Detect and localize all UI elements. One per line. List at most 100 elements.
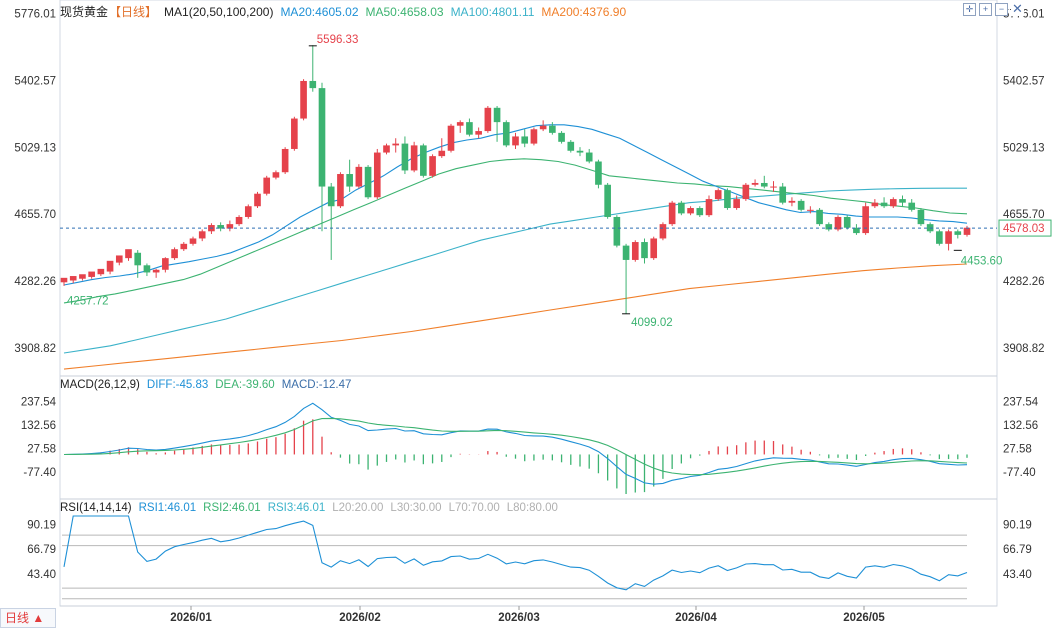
candle-body	[641, 242, 648, 259]
candle-body	[291, 118, 298, 149]
rsi2-value: RSI2:46.01	[203, 502, 261, 514]
candle-body	[502, 122, 510, 146]
candle-body	[410, 145, 418, 171]
ma50-value: MA50:4658.03	[365, 5, 444, 19]
candle-body	[871, 202, 879, 207]
candle-body	[355, 166, 363, 187]
zoom-in-icon[interactable]: +	[979, 3, 992, 16]
candle-body	[484, 107, 492, 132]
y-tick-left: 3908.82	[14, 343, 56, 355]
ma-indicator-name[interactable]: MA1(20,50,100,200)	[164, 5, 274, 19]
macd-y-tick-left: -77.40	[23, 467, 56, 479]
candle-body	[337, 174, 344, 207]
macd-dea-line	[63, 417, 968, 476]
candle-body	[106, 260, 114, 272]
candle-body	[880, 202, 888, 207]
recent-low-annotation: 4453.60	[961, 255, 1003, 267]
candle-body	[180, 243, 188, 250]
y-tick-right: 4282.26	[1003, 276, 1045, 288]
candle-body	[143, 265, 151, 273]
candle-body	[134, 252, 142, 266]
candle-body	[198, 231, 206, 239]
candle-body	[254, 193, 261, 207]
candle-body	[493, 107, 501, 123]
candle-body	[420, 145, 427, 176]
ma20-value: MA20:4605.02	[280, 5, 359, 19]
candle-body	[631, 242, 639, 260]
y-tick-left: 5402.57	[14, 75, 56, 87]
rsi-y-tick-left: 43.40	[27, 569, 56, 581]
ma100-value: MA100:4801.11	[450, 5, 535, 19]
candle-body	[742, 184, 750, 200]
candle-body	[60, 277, 68, 283]
candle-body	[816, 209, 823, 225]
candle-body	[945, 231, 952, 244]
candle-body	[807, 209, 814, 211]
macd-diff-line	[63, 402, 968, 485]
candle-body	[162, 258, 169, 270]
candle-body	[788, 200, 796, 203]
rsi-l30-value: L30:30.00	[390, 502, 442, 514]
candle-body	[604, 184, 611, 217]
rsi-l80-value: L80:80.00	[506, 502, 558, 514]
candle-body	[373, 152, 381, 198]
candle-body	[595, 161, 602, 185]
candle-body	[189, 238, 197, 244]
start-low-annotation: 4257.72	[67, 295, 109, 307]
candle-body	[364, 166, 372, 198]
rsi3-value: RSI3:46.01	[267, 502, 326, 514]
candle-body	[392, 143, 400, 146]
candle-body	[401, 143, 409, 171]
candle-body	[659, 224, 667, 239]
x-tick-label: 2026/02	[339, 612, 381, 624]
chart-toolbar: ✛ + − ✕	[963, 1, 1024, 16]
macd-diff-value: DIFF:-45.83	[146, 379, 209, 391]
candle-body	[115, 255, 123, 263]
rsi-y-tick-left: 66.79	[27, 544, 56, 556]
candle-body	[843, 216, 851, 228]
candle-body	[558, 132, 565, 142]
rsi-indicator-name[interactable]: RSI(14,14,14)	[60, 502, 132, 514]
zoom-out-icon[interactable]: −	[995, 3, 1008, 16]
macd-y-tick-right: 132.56	[1003, 420, 1038, 432]
candle-body	[475, 131, 482, 135]
macd-y-tick-right: 27.58	[1003, 443, 1032, 455]
candle-body	[862, 206, 869, 234]
y-tick-left: 5776.01	[14, 9, 56, 21]
crosshair-icon[interactable]: ✛	[963, 3, 976, 16]
macd-indicator-name[interactable]: MACD(26,12,9)	[60, 379, 140, 391]
candle-body	[576, 150, 584, 153]
candle-body	[244, 206, 252, 217]
candle-body	[678, 202, 685, 214]
macd-y-tick-left: 27.58	[27, 443, 56, 455]
rsi-l70-value: L70:70.00	[448, 502, 500, 514]
y-tick-right: 4655.70	[1003, 209, 1045, 221]
y-tick-right: 3908.82	[1003, 343, 1045, 355]
candle-body	[447, 125, 455, 151]
rsi-y-tick-right: 90.19	[1003, 519, 1032, 531]
candle-body	[539, 125, 547, 130]
macd-header: MACD(26,12,9) DIFF:-45.83 DEA:-39.60 MACD:-…	[60, 379, 358, 391]
rsi-line	[63, 515, 968, 591]
period-tag: 【日线】	[109, 5, 158, 19]
x-tick-label: 2026/04	[675, 612, 717, 624]
candle-body	[567, 141, 575, 151]
ma200-value: MA200:4376.90	[541, 5, 627, 19]
candle-body	[936, 231, 943, 244]
candle-body	[622, 245, 630, 260]
candle-body	[585, 152, 593, 162]
y-tick-left: 5029.13	[14, 142, 56, 154]
close-icon[interactable]: ✕	[1011, 1, 1024, 16]
macd-y-tick-left: 132.56	[21, 420, 56, 432]
candle-body	[272, 172, 280, 178]
y-tick-right: 5029.13	[1003, 142, 1045, 154]
candle-body	[438, 150, 446, 157]
candle-body	[466, 122, 473, 135]
period-button[interactable]: 日线 ▲	[0, 608, 56, 628]
candle-body	[79, 274, 86, 279]
candle-body	[834, 216, 842, 230]
ma200-line	[63, 263, 968, 370]
candle-body	[226, 224, 234, 229]
